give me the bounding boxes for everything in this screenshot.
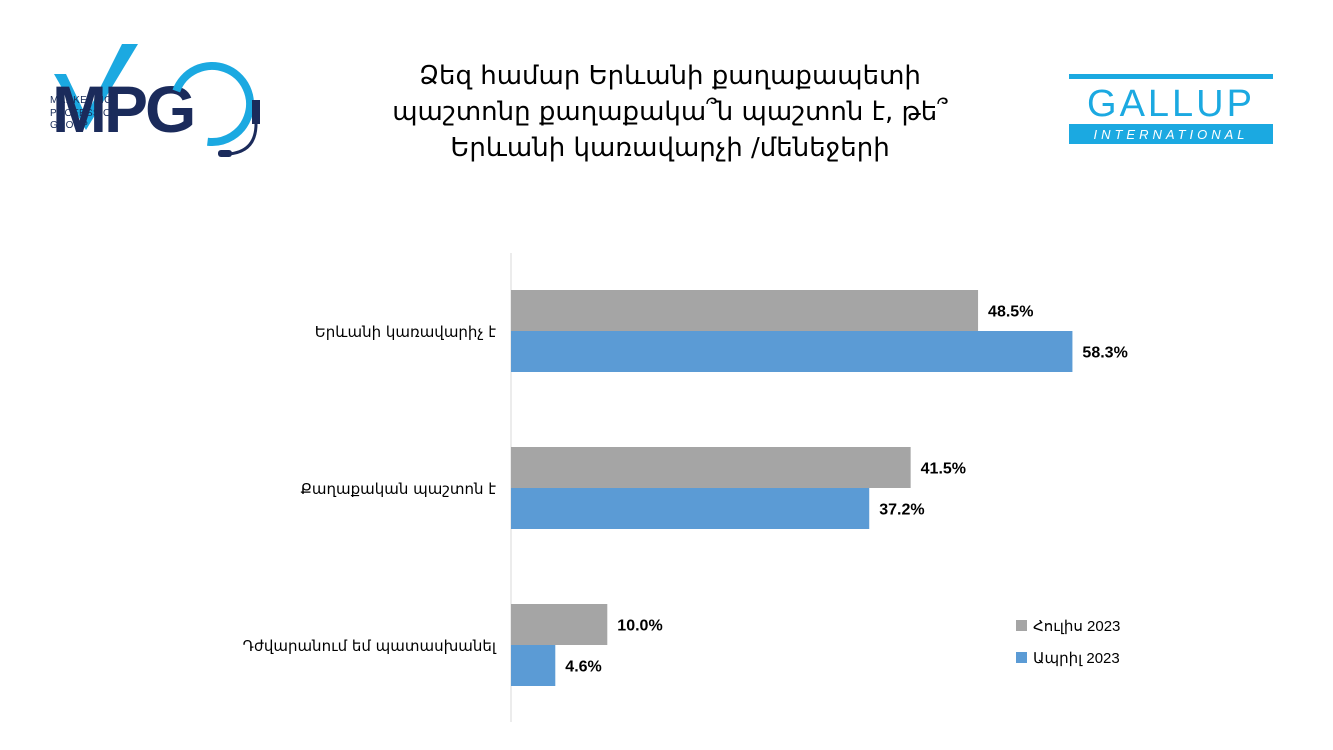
mpg-logo-text: MARKETING PROFESSIONAL GROUP	[50, 95, 131, 133]
gallup-logo-sub: INTERNATIONAL	[1093, 127, 1248, 142]
legend-swatch	[1016, 620, 1027, 631]
gallup-logo: GALLUP INTERNATIONAL	[1069, 74, 1273, 144]
bar	[511, 331, 1073, 372]
data-label: 58.3%	[1082, 345, 1127, 362]
mpg-checkmark-icon	[54, 44, 138, 130]
mpg-sub-line: PROFESSIONAL	[50, 107, 132, 119]
title-line: Երևանի կառավարչի /մենեջերի	[450, 133, 890, 163]
data-label: 10.0%	[617, 618, 662, 635]
headset-icon	[170, 62, 255, 146]
chart-title: Ձեզ համար Երևանի քաղաքապետի պաշտոնը քաղա…	[360, 58, 980, 166]
category-label: Դժվարանում եմ պատասխանել	[243, 637, 497, 655]
bar	[511, 290, 979, 331]
bar	[511, 447, 911, 488]
data-label: 41.5%	[921, 461, 966, 478]
legend-label: Ապրիլ 2023	[1033, 650, 1120, 667]
bar	[511, 604, 608, 645]
category-label: Քաղաքական պաշտոն է	[301, 480, 497, 498]
bar	[511, 488, 870, 529]
category-label: Երևանի կառավարիչ է	[315, 323, 496, 341]
data-label: 48.5%	[988, 304, 1033, 321]
mpg-logo: MPG	[52, 44, 260, 157]
bar	[511, 645, 556, 686]
data-label: 37.2%	[879, 502, 924, 519]
legend-swatch	[1016, 652, 1027, 663]
mpg-sub-line: MARKETING	[50, 95, 113, 106]
title-line: Ձեզ համար Երևանի քաղաքապետի	[419, 61, 921, 91]
title-line: պաշտոնը քաղաքակա՞ն պաշտոն է, թե՞	[392, 97, 948, 127]
data-label: 4.6%	[565, 659, 601, 676]
legend-label: Հուլիս 2023	[1033, 618, 1120, 635]
mpg-sub-line: GROUP	[50, 120, 89, 131]
gallup-logo-mark: GALLUP	[1087, 83, 1255, 125]
mpg-logo-mark: MPG	[52, 72, 193, 146]
